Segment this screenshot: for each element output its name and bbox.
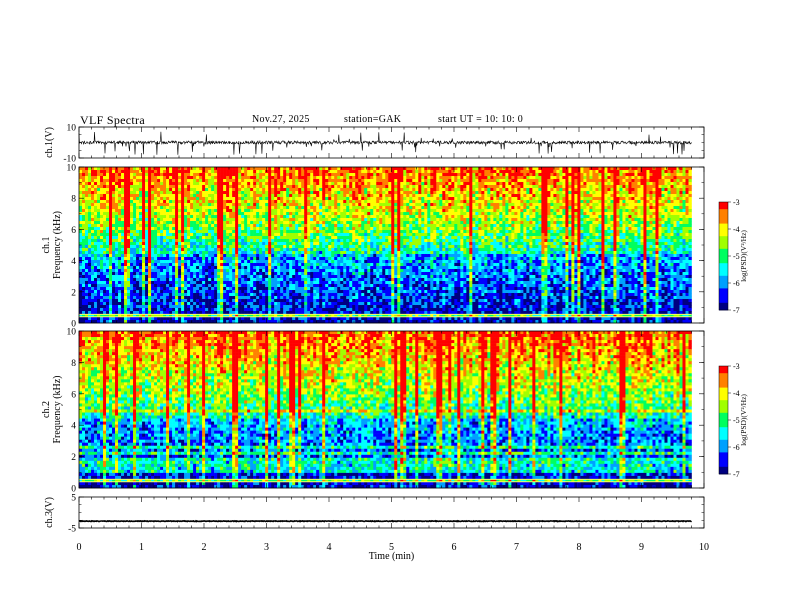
waveform-ch1-frame-xticks [78, 127, 705, 158]
spectrogram-ch2-ytick-label-4: 8 [71, 359, 76, 369]
spectrogram-ch1-ytick-label-4: 8 [71, 195, 76, 205]
x-tick-label-8: 8 [577, 542, 582, 553]
spectrogram-ch2-ytick-label-5: 10 [67, 328, 77, 338]
waveform-ch3-ylabel: ch.3(V) [44, 497, 55, 528]
spectrogram-ch2-colorbar-tick-label-3: -6 [733, 443, 740, 452]
x-tick-label-3: 3 [264, 542, 269, 553]
spectrogram-ch2-colorbar-tick-label-0: -3 [733, 362, 740, 371]
waveform-ch1-ytick-label-0: 10 [67, 124, 77, 134]
x-tick-label-9: 9 [639, 542, 644, 553]
waveform-ch1-ytick-label-1: -10 [63, 155, 76, 165]
spectrogram-ch1-colorbar [719, 202, 728, 311]
station-label: station=GAK [344, 114, 401, 125]
x-tick-label-0: 0 [77, 542, 82, 553]
x-tick-label-2: 2 [202, 542, 207, 553]
spectrogram-ch2-frame-xticks [78, 331, 705, 488]
spectrogram-ch1-colorbar-label: log(PSD)(V²/Hz) [739, 230, 748, 282]
spectrogram-ch1-colorbar-tick-label-2: -5 [733, 252, 740, 261]
x-tick-label-6: 6 [452, 542, 457, 553]
spectrogram-ch1-ytick-label-0: 0 [71, 320, 76, 330]
spectrogram-ch1-ylabel: ch.1Frequency (kHz) [41, 211, 63, 279]
waveform-ch3-ytick-label-0: 5 [71, 494, 76, 504]
spectrogram-ch1-ytick-label-5: 10 [67, 164, 77, 174]
spectrogram-ch1-image [79, 167, 692, 324]
spectrogram-ch1-ytick-label-1: 2 [71, 288, 76, 298]
x-tick-label-1: 1 [139, 542, 144, 553]
spectrogram-ch2-colorbar-label: log(PSD)(V²/Hz) [739, 394, 748, 446]
x-axis-label: Time (min) [369, 551, 414, 562]
x-tick-label-5: 5 [389, 542, 394, 553]
x-tick-label-4: 4 [327, 542, 332, 553]
waveform-ch3-ytick-label-1: -5 [68, 525, 76, 535]
spectrogram-ch2-ytick-label-1: 2 [71, 453, 76, 463]
spectrogram-ch2-colorbar [719, 366, 728, 475]
spectrogram-ch2-ytick-label-3: 6 [71, 390, 76, 400]
spectrogram-ch2-colorbar-tick-label-1: -4 [733, 389, 740, 398]
spectrogram-ch2-image [79, 331, 692, 489]
spectrogram-ch1-colorbar-tick-label-3: -6 [733, 279, 740, 288]
spectrogram-ch2-ytick-label-2: 4 [71, 422, 76, 432]
spectrogram-ch1-ytick-label-3: 6 [71, 226, 76, 236]
chart-title: VLF Spectra [80, 113, 145, 128]
spectrogram-ch2-colorbar-tick-label-4: -7 [733, 470, 740, 479]
spectrogram-ch2-ylabel: ch.2Frequency (kHz) [41, 375, 63, 443]
spectrogram-ch1-colorbar-tick-label-0: -3 [733, 198, 740, 207]
waveform-ch3-frame-xticks [78, 497, 705, 528]
waveform-ch1-ylabel: ch.1(V) [44, 127, 55, 158]
waveform-ch1-trace [78, 131, 692, 155]
date-label: Nov.27, 2025 [252, 114, 310, 125]
spectrogram-ch1-frame-xticks [78, 167, 705, 323]
spectrogram-ch1-colorbar-tick-label-4: -7 [733, 306, 740, 315]
waveform-ch3-trace [78, 519, 692, 523]
spectrogram-ch2-colorbar-tick-label-2: -5 [733, 416, 740, 425]
x-tick-label-7: 7 [514, 542, 519, 553]
spectrogram-ch2-ytick-label-0: 0 [71, 485, 76, 495]
spectrogram-ch1-colorbar-tick-label-1: -4 [733, 225, 740, 234]
start-time-label: start UT = 10: 10: 0 [438, 114, 523, 125]
spectrogram-ch1-ytick-label-2: 4 [71, 257, 76, 267]
x-tick-label-10: 10 [699, 542, 709, 553]
